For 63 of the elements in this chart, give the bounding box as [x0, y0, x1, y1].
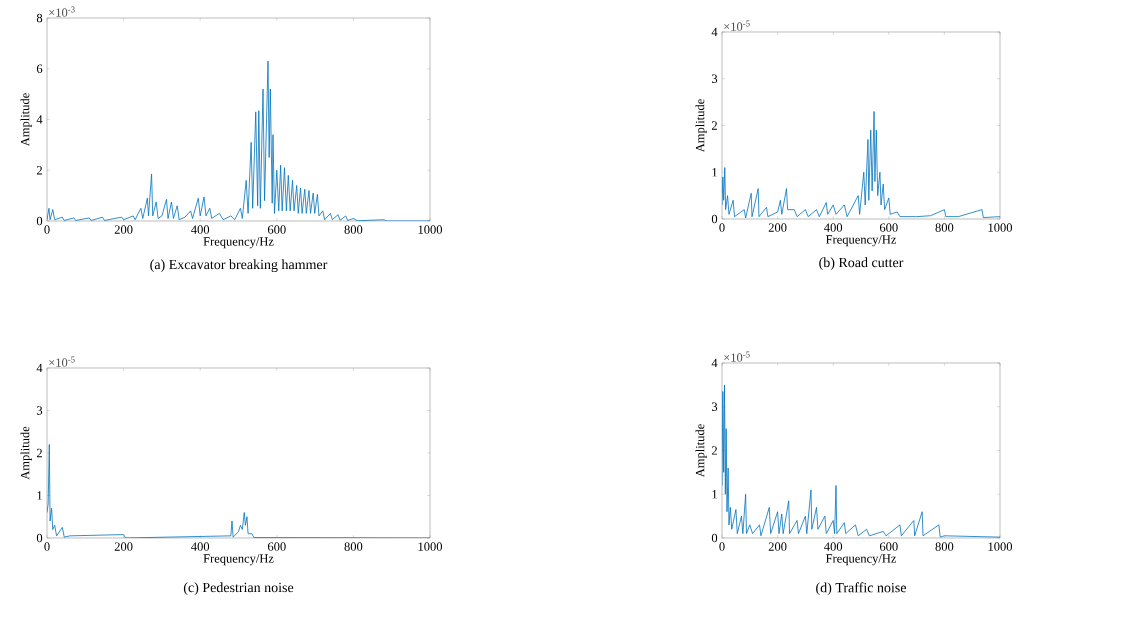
y-tick-label: 1 — [712, 490, 717, 499]
text: ×10$^{-5}$ — [724, 351, 750, 362]
y-tick-label: 3 — [711, 402, 718, 411]
y-tick-label: 3 — [711, 74, 718, 83]
text: ×10$^{-3}$ — [49, 6, 75, 17]
x-tick-label: 0 — [719, 223, 725, 232]
x-tick-label: 200 — [768, 223, 787, 232]
x-tick-label: 200 — [768, 542, 787, 551]
line-series — [47, 444, 431, 538]
line-series — [47, 60, 431, 221]
x-tick-label: 1000 — [988, 223, 1013, 232]
x-tick-label: 600 — [879, 223, 898, 232]
y-tick-label: 4 — [711, 27, 718, 37]
y-tick-label: 1 — [712, 168, 717, 177]
text: ×10$^{-5}$ — [49, 356, 75, 367]
y-axis-title: Amplitude — [695, 424, 707, 478]
y-tick-label: 2 — [36, 166, 42, 175]
x-tick-label: 800 — [344, 225, 363, 234]
y-tick-label: 4 — [36, 115, 43, 124]
x-tick-label: 0 — [44, 225, 50, 234]
x-tick-label: 800 — [935, 542, 954, 551]
x-axis-title: Frequency/Hz — [203, 554, 274, 566]
x-tick-label: 600 — [267, 542, 286, 551]
x-tick-label: 0 — [719, 542, 725, 551]
y-tick-label: 1 — [37, 491, 42, 500]
line-series — [722, 111, 1001, 219]
x-tick-label: 600 — [879, 542, 898, 551]
y-tick-label: 8 — [36, 13, 43, 23]
y-tick-label: 4 — [711, 358, 718, 368]
x-tick-label: 0 — [44, 542, 50, 551]
y-tick-label: 4 — [36, 363, 43, 373]
y-tick-label: 0 — [711, 533, 718, 543]
x-axis-title: Frequency/Hz — [825, 554, 897, 566]
x-tick-label: 400 — [824, 542, 843, 551]
x-axis-title: Frequency/Hz — [203, 237, 274, 249]
text: (a) Excavator breaking hammer — [150, 259, 328, 273]
x-tick-label: 200 — [114, 225, 133, 234]
y-tick-label: 2 — [711, 121, 717, 130]
line-series — [722, 384, 1001, 538]
y-axis-title: Amplitude — [20, 93, 32, 147]
x-tick-label: 200 — [114, 542, 133, 551]
x-tick-label: 400 — [824, 223, 843, 232]
x-tick-label: 1000 — [418, 225, 443, 234]
y-tick-label: 3 — [36, 406, 43, 415]
x-tick-label: 400 — [191, 542, 210, 551]
x-tick-label: 800 — [935, 223, 954, 232]
y-tick-label: 0 — [36, 533, 43, 543]
x-tick-label: 1000 — [988, 542, 1013, 551]
y-axis-title: Amplitude — [695, 99, 707, 153]
x-tick-label: 800 — [344, 542, 363, 551]
x-tick-label: 400 — [191, 225, 210, 234]
text: (c) Pedestrian noise — [183, 582, 294, 596]
x-axis-title: Frequency/Hz — [825, 235, 897, 247]
y-tick-label: 2 — [711, 446, 717, 455]
y-tick-label: 2 — [36, 448, 42, 458]
text: ×10$^{-5}$ — [724, 20, 750, 31]
x-tick-label: 1000 — [418, 542, 443, 551]
y-axis-title: Amplitude — [20, 426, 32, 480]
text: (b) Road cutter — [819, 257, 904, 271]
x-tick-label: 600 — [267, 225, 286, 234]
y-tick-label: 6 — [36, 64, 43, 73]
y-tick-label: 0 — [711, 214, 718, 224]
text: (d) Traffic noise — [816, 582, 907, 596]
